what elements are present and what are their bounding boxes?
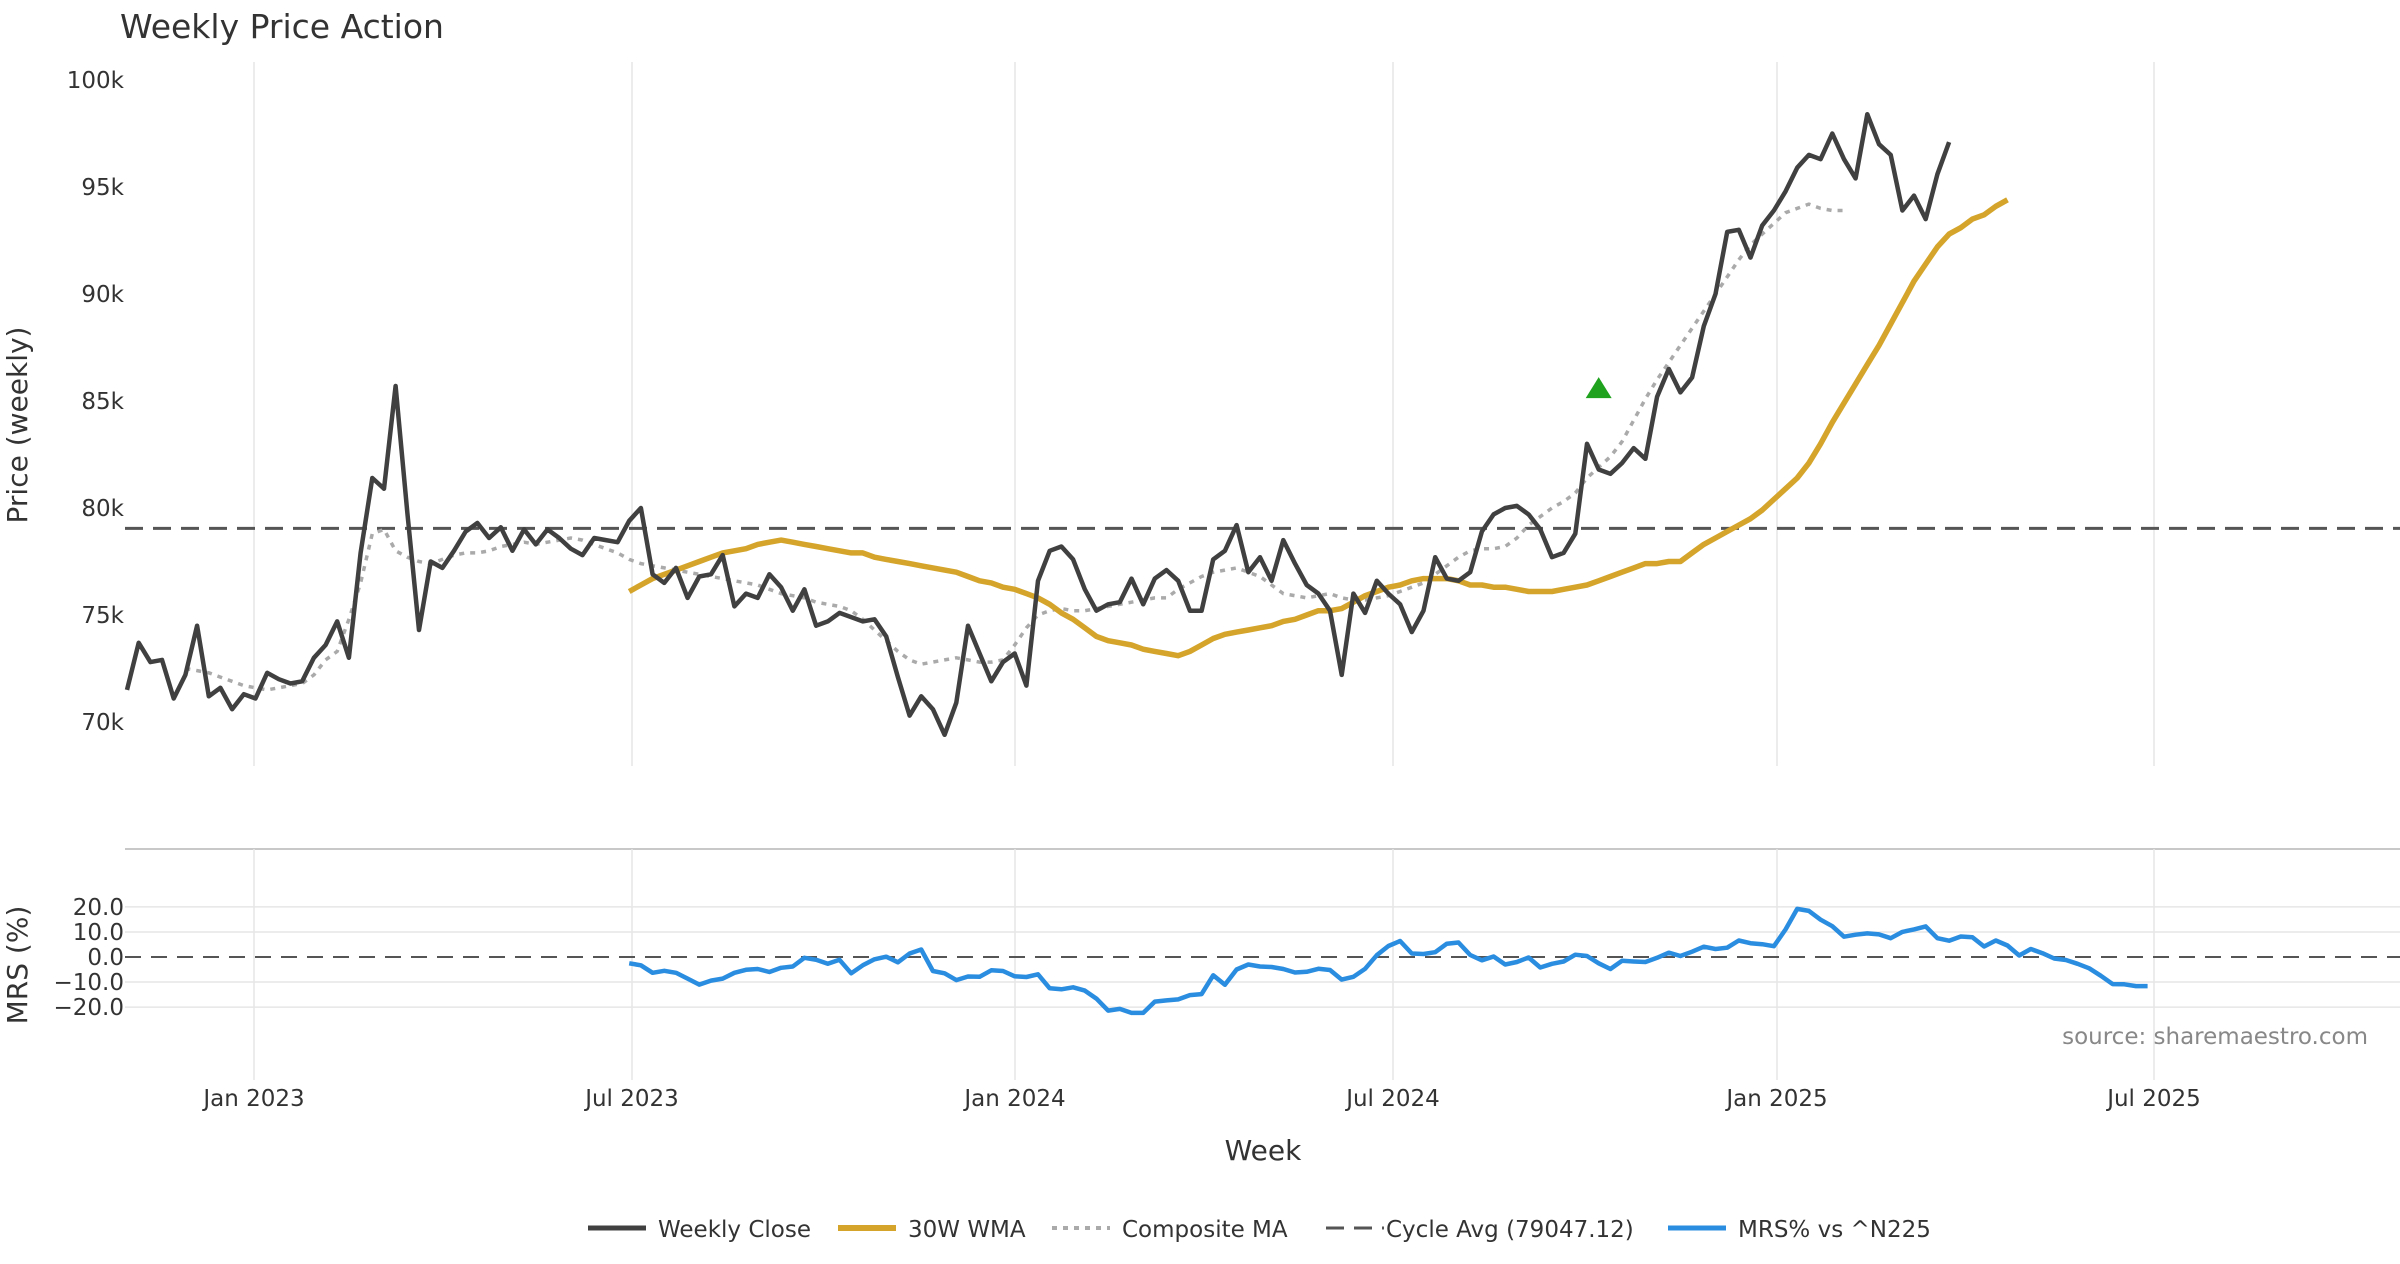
x-tick-label: Jan 2024	[962, 1086, 1065, 1112]
price-y-tick: 70k	[81, 710, 124, 736]
chart-title: Weekly Price Action	[120, 7, 444, 46]
x-tick-label: Jul 2025	[2105, 1086, 2201, 1112]
mrs-y-tick: 10.0	[73, 920, 124, 946]
legend-label-weekly-close: Weekly Close	[658, 1217, 811, 1243]
mrs-gridlines	[125, 849, 2400, 1080]
mrs-y-axis-title: MRS (%)	[1, 906, 34, 1025]
legend-item-weekly-close: Weekly Close	[588, 1217, 811, 1243]
legend-item-wma: 30W WMA	[838, 1217, 1026, 1243]
legend-item-cycle-avg: Cycle Avg (79047.12)	[1326, 1217, 1634, 1243]
legend-label-composite-ma: Composite MA	[1122, 1217, 1288, 1243]
legend-item-mrs: MRS% vs ^N225	[1668, 1217, 1931, 1243]
price-y-tick: 85k	[81, 389, 124, 415]
legend-label-mrs: MRS% vs ^N225	[1738, 1217, 1931, 1243]
mrs-panel: −20.0−10.00.010.020.0 MRS (%) source: sh…	[1, 848, 2400, 1080]
weekly-close-line	[124, 111, 1952, 738]
legend-label-wma: 30W WMA	[908, 1217, 1026, 1243]
x-tick-label: Jul 2024	[1344, 1086, 1440, 1112]
legend: Weekly Close 30W WMA Composite MA Cycle …	[588, 1217, 1931, 1243]
buy-signal-marker	[1585, 377, 1612, 399]
price-y-tick: 100k	[67, 68, 125, 94]
legend-label-cycle-avg: Cycle Avg (79047.12)	[1386, 1217, 1634, 1243]
wma-30w-line	[627, 197, 2009, 659]
price-y-tick: 90k	[81, 282, 124, 308]
source-note: source: sharemaestro.com	[2062, 1024, 2368, 1050]
mrs-y-tick: −10.0	[54, 970, 124, 996]
price-y-tick: 75k	[81, 603, 124, 629]
x-tick-label: Jan 2025	[1724, 1086, 1827, 1112]
price-y-tick: 95k	[81, 175, 124, 201]
mrs-line	[628, 906, 2148, 1016]
x-tick-label: Jan 2023	[201, 1086, 304, 1112]
x-tick-label: Jul 2023	[583, 1086, 679, 1112]
mrs-y-tick: −20.0	[54, 995, 124, 1021]
mrs-y-tick: 20.0	[73, 895, 124, 921]
mrs-y-tick: 0.0	[87, 945, 124, 971]
price-y-tick-labels: 70k 75k 80k 85k 90k 95k 100k	[67, 68, 125, 736]
x-tick-labels: Jan 2023 Jul 2023 Jan 2024 Jul 2024 Jan 2025…	[201, 1086, 2200, 1112]
price-y-axis-title: Price (weekly)	[1, 327, 34, 524]
price-y-tick: 80k	[81, 496, 124, 522]
x-axis-title: Week	[1225, 1134, 1302, 1167]
composite-ma-line	[185, 202, 1844, 692]
price-gridlines	[253, 62, 2155, 766]
price-panel: 70k 75k 80k 85k 90k 95k 100k Price (weekly)	[1, 62, 2400, 766]
legend-item-composite-ma: Composite MA	[1052, 1217, 1288, 1243]
mrs-y-tick-labels: −20.0−10.00.010.020.0	[54, 895, 124, 1021]
